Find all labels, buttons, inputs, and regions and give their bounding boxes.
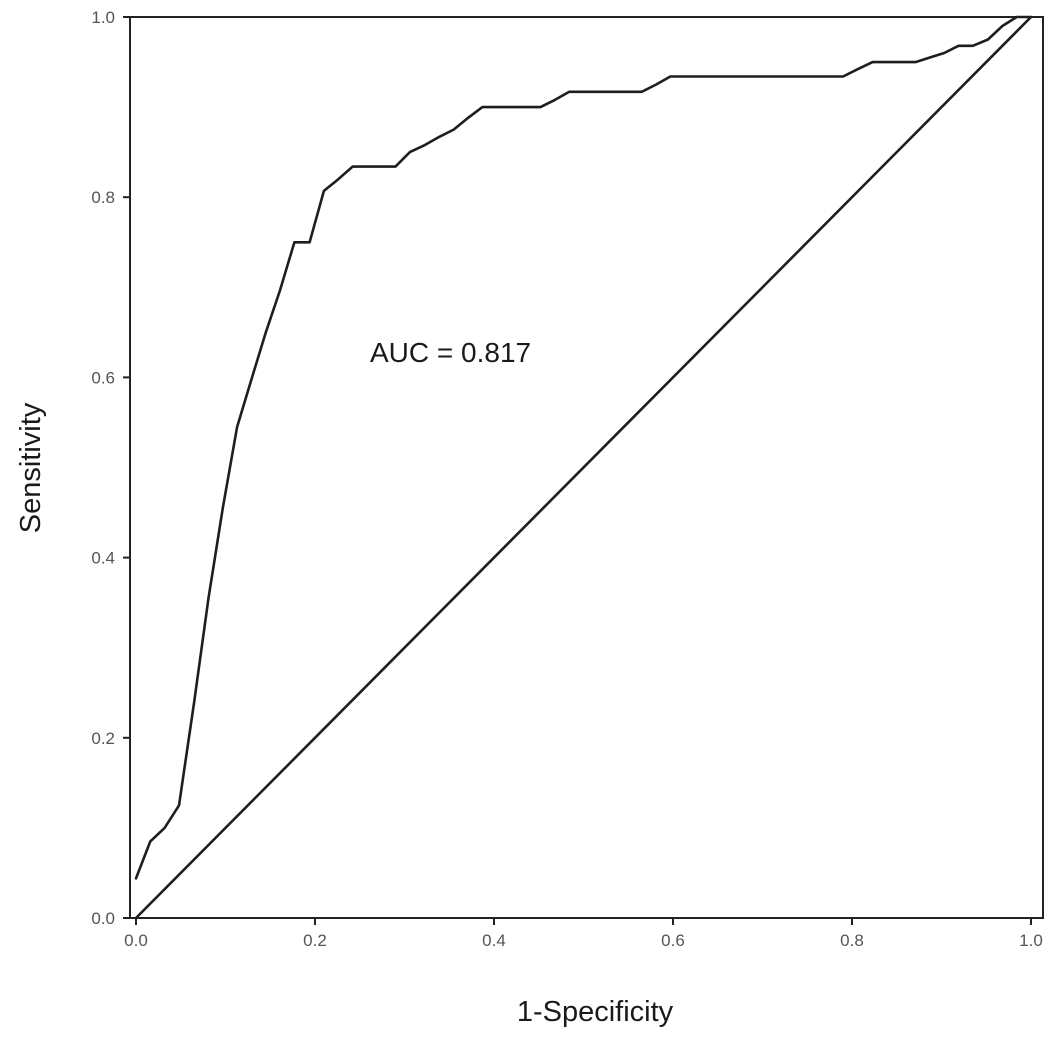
y-tick-label: 1.0 bbox=[91, 8, 115, 27]
y-axis-title: Sensitivity bbox=[15, 402, 47, 533]
x-axis-title: 1-Specificity bbox=[517, 996, 674, 1028]
y-axis: 0.0 0.2 0.4 0.6 0.8 1.0 bbox=[91, 8, 130, 928]
x-tick-label: 0.8 bbox=[840, 931, 864, 950]
y-tick-label: 0.8 bbox=[91, 188, 115, 207]
x-tick-label: 0.6 bbox=[661, 931, 685, 950]
roc-curve-line bbox=[134, 15, 1033, 880]
x-tick-label: 0.0 bbox=[124, 931, 148, 950]
y-tick-label: 0.6 bbox=[91, 368, 115, 387]
series-layer bbox=[134, 15, 1033, 920]
y-tick-label: 0.4 bbox=[91, 549, 115, 568]
x-tick-label: 0.2 bbox=[303, 931, 327, 950]
y-tick-label: 0.0 bbox=[91, 909, 115, 928]
y-tick-label: 0.2 bbox=[91, 729, 115, 748]
x-tick-label: 1.0 bbox=[1019, 931, 1043, 950]
auc-annotation: AUC = 0.817 bbox=[370, 337, 531, 368]
x-tick-label: 0.4 bbox=[482, 931, 506, 950]
x-axis: 0.0 0.2 0.4 0.6 0.8 1.0 bbox=[124, 918, 1043, 950]
plot-frame bbox=[129, 16, 1044, 919]
reference-diagonal-line bbox=[134, 15, 1033, 920]
